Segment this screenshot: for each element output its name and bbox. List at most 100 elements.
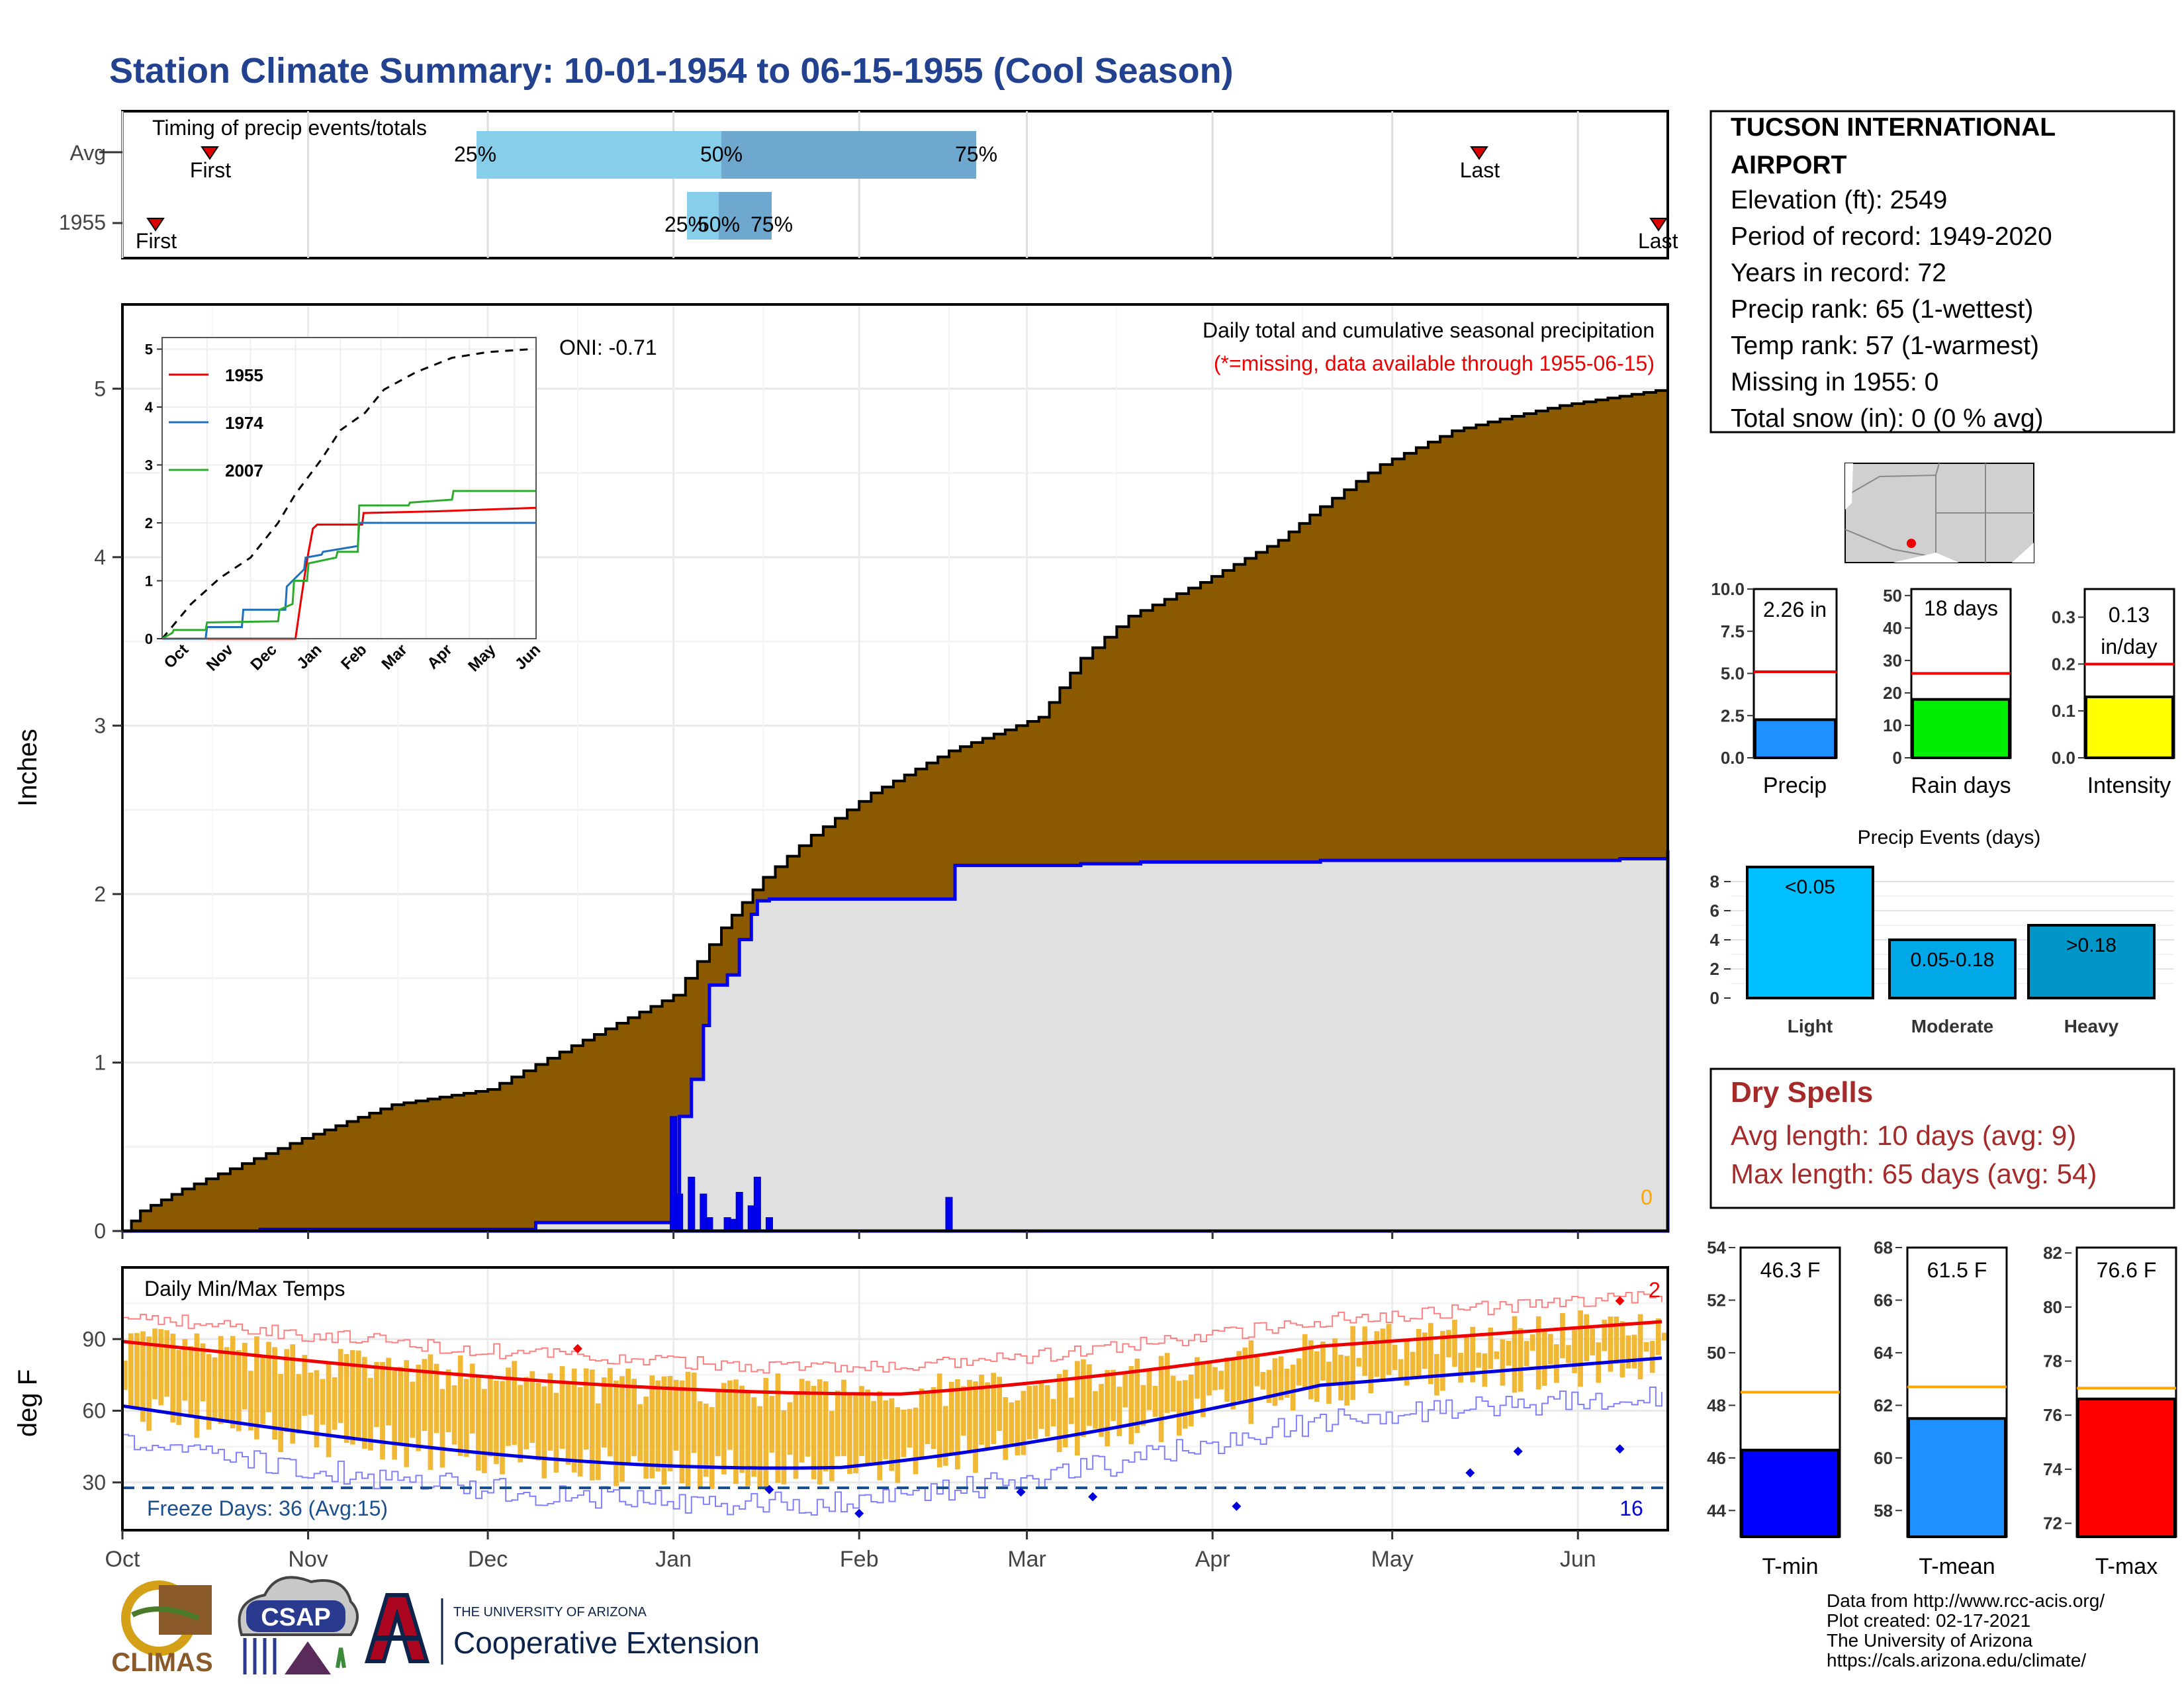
ua-extension-text: Cooperative Extension — [453, 1625, 760, 1660]
daily-temp-bar — [1224, 1357, 1230, 1402]
daily-temp-bar — [248, 1371, 253, 1431]
daily-temp-bar — [488, 1375, 493, 1457]
station-name-line2: AIRPORT — [1731, 151, 1847, 179]
daily-temp-bar — [614, 1380, 619, 1486]
stat-tick: 0.0 — [1721, 748, 1745, 768]
precip-events-bar-value: >0.18 — [2066, 935, 2116, 956]
daily-temp-bar — [1404, 1340, 1410, 1386]
daily-temp-bar — [1529, 1334, 1535, 1351]
daily-temp-bar — [433, 1363, 439, 1434]
daily-temp-bar — [889, 1398, 895, 1471]
timing-avg-q75: 75% — [955, 142, 997, 166]
daily-temp-bar — [973, 1381, 978, 1473]
daily-temp-bar — [146, 1336, 152, 1431]
daily-temp-bar — [691, 1372, 697, 1453]
inset-y-tick: 2 — [145, 515, 153, 531]
inset-line-1955 — [162, 506, 537, 640]
daily-temp-bar — [721, 1383, 727, 1475]
daily-temp-bar — [170, 1334, 176, 1423]
daily-temp-bar — [1566, 1345, 1571, 1363]
daily-temp-bar — [1164, 1353, 1170, 1413]
precip-y-tick: 0 — [94, 1219, 106, 1243]
daily-temp-bar — [1146, 1368, 1152, 1410]
timing-1955-q75: 75% — [751, 212, 793, 236]
daily-temp-bar — [1326, 1361, 1332, 1404]
precip-total-value: 2.26 in — [1763, 598, 1827, 621]
daily-temp-bar — [1637, 1314, 1643, 1380]
daily-temp-bar — [529, 1371, 535, 1443]
stat-tick: 0.0 — [2052, 748, 2075, 768]
season-stat-bars: 2.26 in Precip 0.0 2.5 5.0 7.5 10.0 18 days … — [1711, 579, 2175, 798]
daily-temp-bar — [1380, 1328, 1386, 1381]
daily-temp-bar — [619, 1376, 625, 1482]
daily-temp-bar — [1344, 1355, 1349, 1406]
timing-1955-bar-early — [687, 192, 719, 240]
daily-temp-bar — [955, 1379, 960, 1470]
rain-days-bar: 18 days Rain days 0 10 20 30 40 50 — [1883, 586, 2012, 798]
daily-temp-bar — [500, 1381, 505, 1475]
daily-temp-bar — [1266, 1369, 1272, 1403]
daily-temp-bar — [583, 1368, 589, 1450]
daily-temp-bar — [1631, 1334, 1637, 1369]
daily-temp-bar — [1260, 1372, 1266, 1390]
daily-temp-bar — [637, 1404, 643, 1462]
daily-temp-bar — [1488, 1327, 1494, 1369]
daily-temp-bar — [853, 1393, 858, 1474]
daily-temp-bar — [128, 1333, 134, 1408]
credits: Data from http://www.rcc-acis.org/ Plot … — [1827, 1590, 2105, 1670]
precip-events-bar — [1888, 938, 2017, 999]
daily-temp-bar — [463, 1379, 469, 1457]
daily-temp-bar — [901, 1409, 907, 1457]
temp-stat-tick: 76 — [2043, 1405, 2062, 1425]
precip-y-label: Inches — [13, 729, 42, 807]
timing-label: Timing of precip events/totals — [152, 116, 427, 140]
daily-temp-bar — [266, 1342, 271, 1412]
daily-temp-bar — [416, 1364, 422, 1451]
daily-temp-bar — [1230, 1359, 1236, 1410]
daily-temp-bar — [1350, 1326, 1356, 1400]
daily-temp-bar — [326, 1362, 332, 1457]
month-axis: Oct Nov Dec Jan Feb Mar Apr May Jun — [105, 1231, 1596, 1572]
precip-events-category: Moderate — [1911, 1016, 1993, 1036]
daily-temp-bar — [1068, 1397, 1074, 1424]
daily-temp-bar — [1176, 1381, 1182, 1436]
month-tick: Mar — [1007, 1547, 1046, 1572]
daily-temp-bar — [122, 1360, 128, 1391]
daily-temp-bar — [1242, 1348, 1248, 1402]
timing-avg-last: Last — [1460, 158, 1500, 182]
daily-temp-bar — [182, 1339, 188, 1401]
daily-temp-bar — [1026, 1386, 1032, 1440]
daily-temp-bar — [368, 1378, 373, 1451]
daily-temp-bar — [410, 1381, 416, 1438]
average-min-line — [122, 1356, 1662, 1470]
precip-events-category: Heavy — [2064, 1016, 2119, 1036]
precip-events-category: Light — [1788, 1016, 1833, 1036]
temp-stat-tick: 46 — [1707, 1448, 1726, 1468]
daily-temp-bar — [1643, 1342, 1649, 1352]
daily-temp-bar — [1428, 1322, 1433, 1385]
daily-temp-bar — [757, 1406, 763, 1490]
daily-temp-bar — [1003, 1397, 1009, 1460]
daily-temp-bar — [1535, 1316, 1541, 1390]
temp-stat-tick: 52 — [1707, 1290, 1726, 1310]
record-marker — [1615, 1444, 1625, 1454]
precip-events-title: Precip Events (days) — [1858, 827, 2041, 848]
daily-temp-bar — [787, 1402, 793, 1455]
temp-stat-bar — [1907, 1417, 2007, 1539]
daily-temp-bar — [518, 1385, 523, 1463]
daily-temp-bar — [595, 1403, 601, 1481]
daily-temp-bar — [835, 1391, 841, 1457]
daily-precip-bar — [700, 1193, 707, 1232]
daily-temp-bar — [1320, 1341, 1326, 1381]
timing-avg-q50: 50% — [700, 142, 743, 166]
precip-events-bar — [2027, 924, 2156, 999]
daily-temp-bar — [997, 1377, 1003, 1432]
daily-temp-bar — [1284, 1368, 1290, 1398]
precip-events-bar-value: 0.05-0.18 — [1911, 949, 1995, 971]
daily-temp-bar — [535, 1383, 541, 1461]
daily-temp-bar — [176, 1349, 182, 1425]
month-tick: Feb — [840, 1547, 879, 1572]
temp-stat-label: T-max — [2095, 1554, 2158, 1579]
temperature-panel: 30 60 90 Daily Min/Max Temps deg F Freeze … — [13, 1231, 1669, 1572]
